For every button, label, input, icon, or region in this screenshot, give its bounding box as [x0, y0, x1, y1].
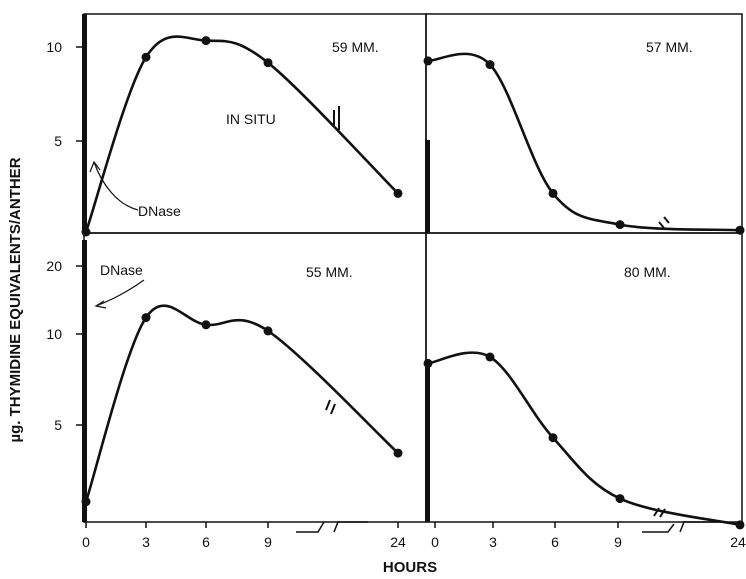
curve-break-mark — [333, 106, 340, 130]
x-tick-label: 3 — [142, 534, 150, 550]
points-layer — [81, 36, 745, 530]
panel-frame-bottom-right — [425, 232, 743, 523]
panel-frame-top-right — [425, 13, 743, 234]
x-tick-label: 3 — [489, 534, 497, 550]
curve-break-mark — [658, 216, 670, 229]
y-tick-label: 10 — [46, 39, 62, 55]
x-tick-label: 0 — [431, 534, 439, 550]
data-point — [423, 358, 433, 368]
data-point — [735, 520, 745, 530]
series-line — [84, 35, 399, 233]
y-tick-label: 5 — [54, 133, 62, 149]
y-tick-label: 10 — [46, 326, 62, 342]
panel-label: 57 MM. — [646, 39, 693, 55]
x-tick-label: 6 — [551, 534, 559, 550]
data-point — [423, 56, 433, 66]
data-point — [141, 52, 151, 62]
dnase-annotation: DNase — [138, 203, 181, 219]
data-point — [263, 58, 273, 68]
dnase-arrow — [93, 161, 139, 211]
panel-label: 55 MM. — [306, 264, 353, 280]
data-point — [141, 313, 151, 323]
series-line — [427, 52, 741, 232]
x-tick-label: 24 — [730, 534, 746, 550]
y-axis-bar-top-right — [425, 140, 430, 233]
series-line — [84, 304, 399, 503]
data-point — [81, 227, 91, 237]
data-point — [735, 225, 745, 235]
dnase-arrow-head — [89, 160, 101, 173]
y-axis-bar-bottom-right — [425, 360, 430, 522]
x-axis-title: HOURS — [383, 559, 437, 576]
data-point — [81, 497, 91, 507]
data-point — [485, 60, 495, 70]
panel-label: 80 MM. — [624, 264, 671, 280]
dnase-arrow-head — [94, 300, 107, 309]
x-tick-label: 6 — [202, 534, 210, 550]
dnase-arrow — [95, 279, 145, 307]
data-point — [263, 326, 273, 336]
data-point — [393, 188, 403, 198]
x-tick-label: 24 — [390, 534, 406, 550]
y-axis-bar-top-left — [82, 14, 87, 233]
dnase-annotation: DNase — [100, 262, 143, 278]
x-axis-break-right — [642, 521, 724, 533]
data-point — [548, 188, 558, 198]
y-axis-bar-bottom-left — [82, 240, 87, 522]
in-situ-annotation: IN SITU — [226, 111, 276, 127]
x-axis-break-left — [296, 521, 368, 533]
panel-label: 59 MM. — [332, 39, 379, 55]
data-point — [548, 433, 558, 443]
series-line — [427, 351, 741, 527]
y-tick-label: 20 — [46, 258, 62, 274]
x-tick-label: 0 — [82, 534, 90, 550]
data-point — [615, 220, 625, 230]
x-tick-label: 9 — [264, 534, 272, 550]
data-point — [201, 320, 211, 330]
data-point — [615, 494, 625, 504]
curves-layer — [84, 35, 741, 527]
y-tick-label: 5 — [54, 417, 62, 433]
data-point — [485, 352, 495, 362]
data-point — [393, 448, 403, 458]
y-axis-title: µg. THYMIDINE EQUIVALENTS/ANTHER — [7, 157, 24, 442]
data-point — [201, 36, 211, 46]
x-tick-label: 9 — [614, 534, 622, 550]
curve-break-mark — [325, 399, 336, 415]
